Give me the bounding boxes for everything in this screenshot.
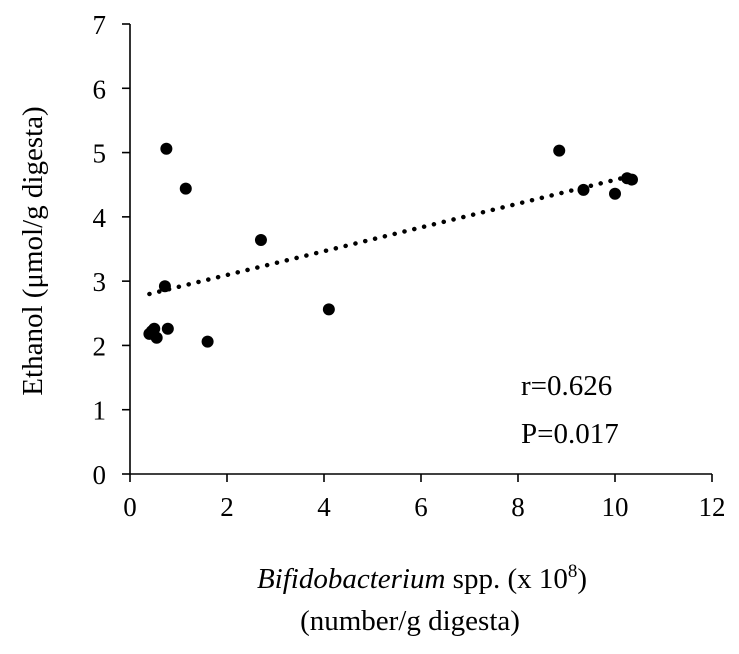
x-axis-label-taxon: Bifidobacterium bbox=[257, 563, 445, 595]
data-point bbox=[161, 322, 174, 335]
y-tick-label: 5 bbox=[93, 139, 107, 169]
y-tick-label: 7 bbox=[93, 10, 107, 40]
data-point bbox=[150, 331, 163, 344]
x-tick-label: 8 bbox=[511, 492, 525, 522]
x-axis-label-unit: spp. (x 10 bbox=[445, 563, 567, 595]
correlation-r-label: r=0.626 bbox=[521, 370, 612, 402]
x-tick-label: 6 bbox=[414, 492, 428, 522]
trendline bbox=[147, 173, 635, 297]
x-tick-label: 2 bbox=[220, 492, 234, 522]
y-tick-label: 2 bbox=[93, 331, 107, 361]
trendline-group bbox=[147, 173, 635, 297]
y-tick-label: 1 bbox=[93, 396, 107, 426]
data-point bbox=[158, 280, 171, 293]
x-axis-label-exponent: 8 bbox=[568, 561, 578, 582]
y-tick-label: 3 bbox=[93, 267, 107, 297]
y-tick-label: 6 bbox=[93, 74, 107, 104]
data-point bbox=[148, 322, 161, 335]
x-axis-label-close: ) bbox=[577, 563, 587, 595]
y-tick-label: 4 bbox=[93, 203, 107, 233]
x-axis-ticks: 0 2 4 6 8 10 12 bbox=[123, 474, 726, 522]
x-axis-label-line2: (number/g digesta) bbox=[300, 605, 520, 637]
plot-area bbox=[129, 24, 712, 475]
data-point bbox=[553, 144, 566, 157]
p-value-label: P=0.017 bbox=[521, 418, 619, 450]
data-point bbox=[254, 234, 267, 246]
data-point bbox=[179, 182, 192, 195]
data-point bbox=[609, 187, 621, 200]
x-tick-label: 10 bbox=[602, 492, 629, 522]
x-tick-label: 0 bbox=[123, 492, 137, 522]
data-points bbox=[143, 142, 638, 348]
x-axis-label: Bifidobacterium spp. (x 108) bbox=[257, 561, 587, 595]
x-tick-label: 4 bbox=[317, 492, 331, 522]
data-point bbox=[160, 142, 173, 155]
y-axis-label: Ethanol (μmol/g digesta) bbox=[17, 106, 49, 395]
y-axis-ticks: 0 1 2 3 4 5 6 7 bbox=[93, 10, 130, 490]
x-tick-label: 12 bbox=[699, 492, 726, 522]
data-point bbox=[322, 303, 335, 316]
data-point bbox=[201, 335, 214, 348]
data-point bbox=[625, 173, 638, 186]
y-tick-label: 0 bbox=[93, 460, 107, 490]
data-point bbox=[577, 183, 590, 196]
